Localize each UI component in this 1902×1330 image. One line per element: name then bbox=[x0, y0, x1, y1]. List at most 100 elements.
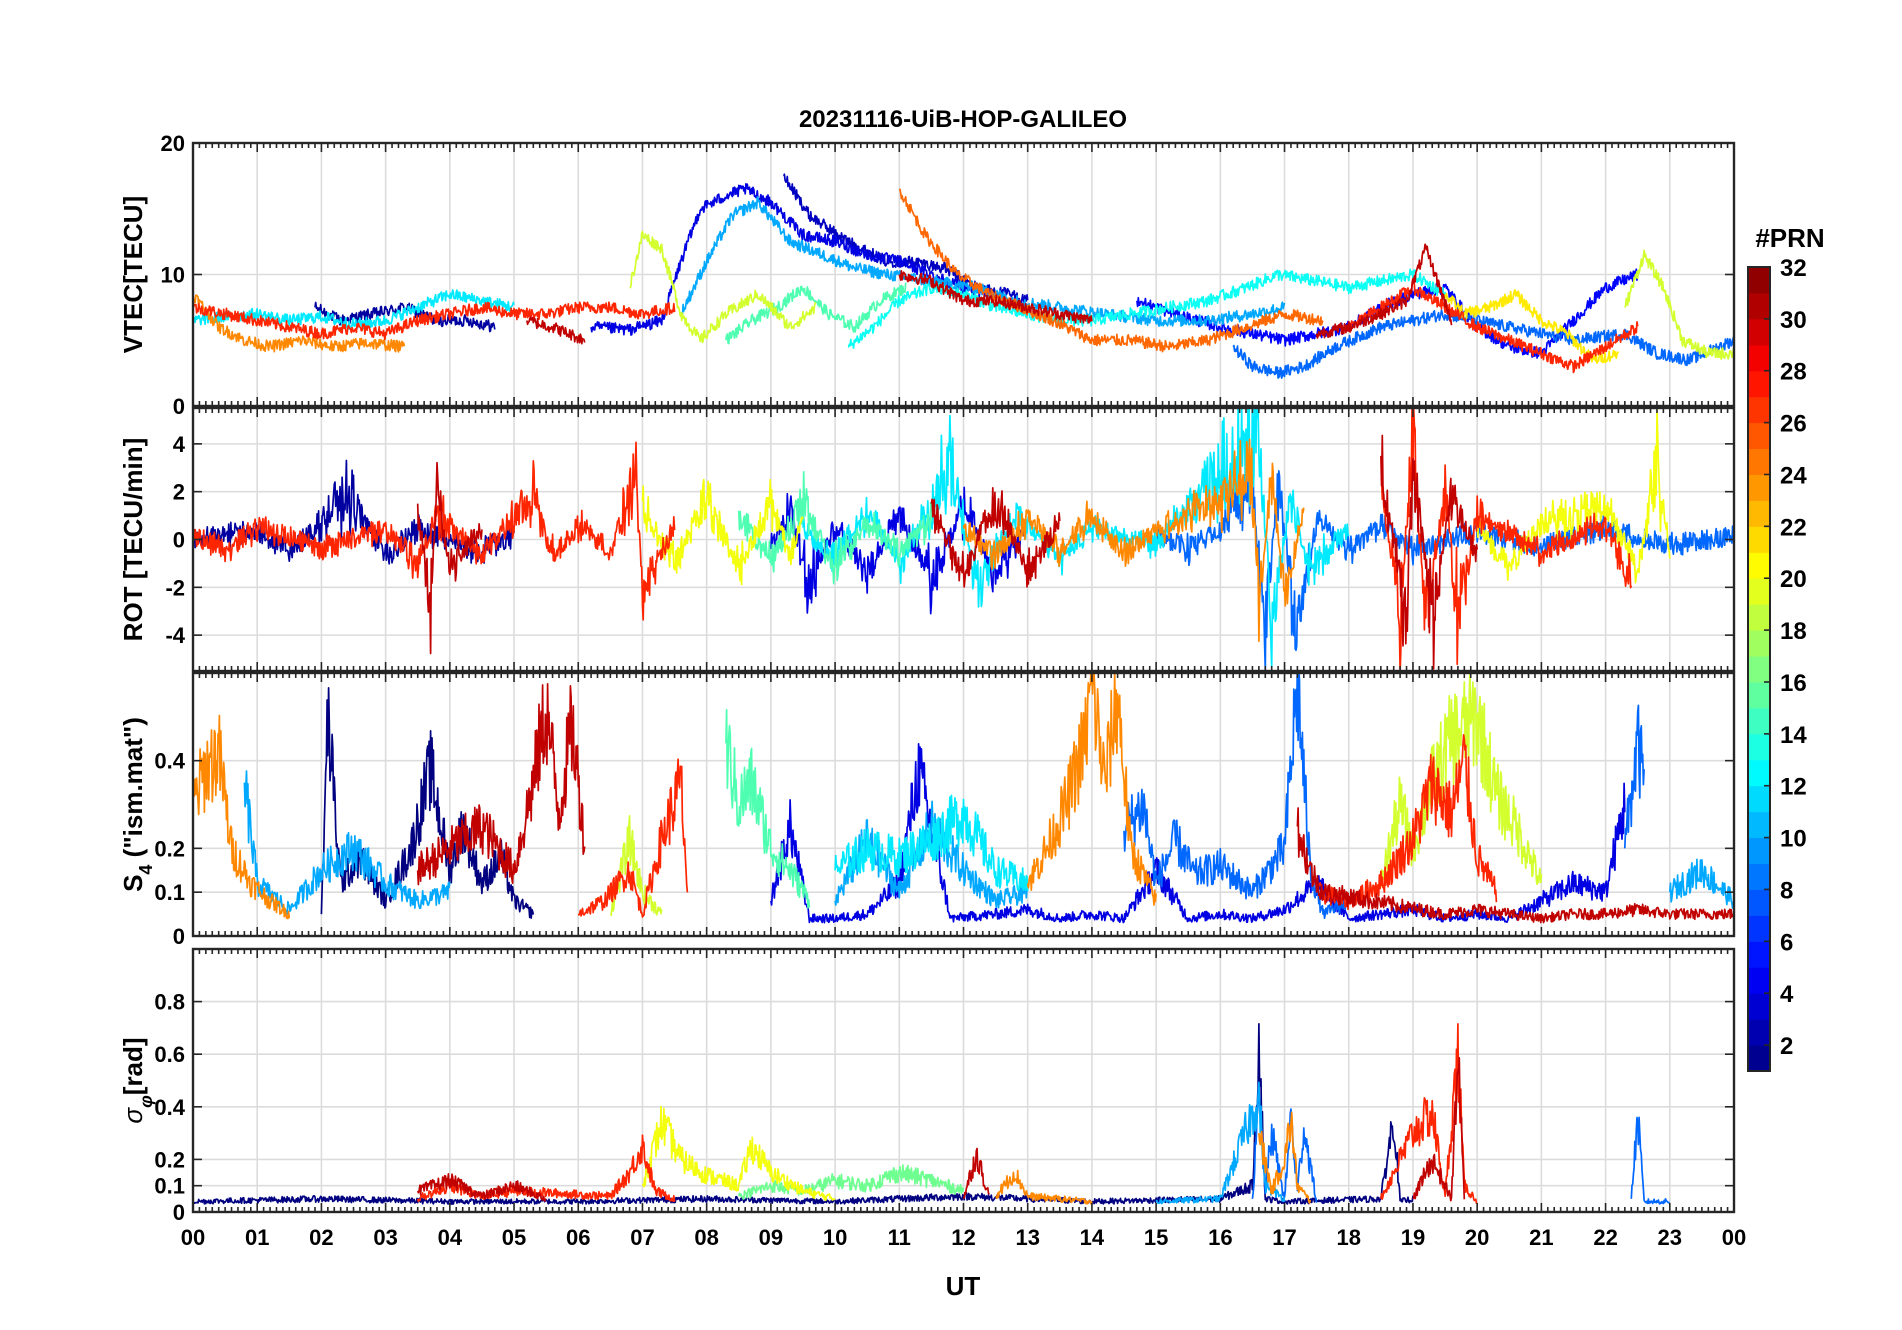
x-tick-label: 22 bbox=[1593, 1225, 1617, 1250]
y-tick-label-sigma_phi: 0.1 bbox=[154, 1174, 185, 1199]
colorbar-tick-label: 2 bbox=[1780, 1033, 1793, 1060]
x-tick-label: 02 bbox=[309, 1225, 333, 1250]
colorbar-segment bbox=[1748, 889, 1770, 916]
x-tick-label: 12 bbox=[951, 1225, 975, 1250]
series-line-rot-prn27 bbox=[193, 408, 1633, 671]
x-axis-label: UT bbox=[946, 1271, 981, 1301]
series-line-sigma_phi-prn24 bbox=[994, 1111, 1312, 1205]
y-tick-label-s4: 0.2 bbox=[154, 836, 185, 861]
colorbar-segment bbox=[1748, 915, 1770, 942]
colorbar-tick-label: 22 bbox=[1780, 514, 1807, 541]
y-tick-label-s4: 0.1 bbox=[154, 880, 185, 905]
colorbar-segment bbox=[1748, 681, 1770, 709]
colorbar-segment bbox=[1748, 863, 1770, 890]
colorbar-segment bbox=[1748, 526, 1770, 553]
colorbar-segment bbox=[1748, 759, 1770, 787]
chart-title: 20231116-UiB-HOP-GALILEO bbox=[799, 106, 1127, 133]
x-tick-label: 20 bbox=[1465, 1225, 1489, 1250]
x-tick-label: 05 bbox=[502, 1225, 526, 1250]
colorbar-tick-label: 24 bbox=[1780, 462, 1807, 489]
x-tick-label: 13 bbox=[1015, 1225, 1039, 1250]
x-tick-label: 18 bbox=[1337, 1225, 1361, 1250]
x-tick-label: 07 bbox=[630, 1225, 654, 1250]
series-line-sigma_phi-prn8 bbox=[1251, 1086, 1671, 1205]
series-line-s4-prn1 bbox=[320, 687, 535, 919]
colorbar-frame bbox=[1747, 266, 1771, 1072]
series-line-s4-prn4 bbox=[770, 742, 1626, 924]
y-axis-label-s4: S4 ("ism.mat") bbox=[118, 717, 156, 892]
colorbar-tick-label: 14 bbox=[1780, 722, 1807, 749]
series-line-vtec-prn27 bbox=[193, 280, 1639, 374]
series-line-rot-prn24 bbox=[962, 438, 1305, 643]
colorbar-segment bbox=[1748, 578, 1770, 605]
series-line-sigma_phi-prn16 bbox=[737, 1164, 965, 1200]
colorbar-segment bbox=[1748, 811, 1770, 839]
colorbar-segment bbox=[1748, 656, 1770, 683]
y-tick-label-sigma_phi: 0.8 bbox=[154, 990, 185, 1015]
y-axis-label-sub: φ bbox=[136, 1095, 156, 1108]
grid-sigma_phi bbox=[192, 949, 1735, 1213]
colorbar-tick-label: 4 bbox=[1780, 981, 1794, 1008]
colorbar-segment bbox=[1748, 344, 1770, 372]
x-tick-label: 19 bbox=[1401, 1225, 1425, 1250]
y-tick-label-sigma_phi: 0.4 bbox=[154, 1095, 185, 1120]
series-line-s4-prn8 bbox=[1123, 673, 1645, 920]
colorbar-tick-label: 6 bbox=[1780, 929, 1793, 956]
colorbar-segment bbox=[1748, 837, 1770, 865]
colorbar-segment bbox=[1748, 630, 1770, 657]
colorbar-tick-label: 32 bbox=[1780, 255, 1807, 282]
series-line-rot-prn20 bbox=[641, 410, 1671, 586]
series-line-s4-prn12 bbox=[834, 794, 1029, 892]
series-line-s4-prn15 bbox=[725, 708, 811, 909]
colorbar-segment bbox=[1748, 500, 1770, 527]
y-tick-label-vtec: 10 bbox=[161, 263, 185, 288]
series-line-rot-prn30 bbox=[416, 434, 1479, 670]
colorbar-segment bbox=[1748, 1045, 1770, 1072]
x-tick-label: 14 bbox=[1080, 1225, 1105, 1250]
x-tick-label: 21 bbox=[1529, 1225, 1553, 1250]
y-axis-label-main: S bbox=[118, 875, 148, 892]
series-line-vtec-prn24 bbox=[193, 294, 406, 353]
series-line-s4-prn30 bbox=[416, 683, 1734, 924]
series-group-rot bbox=[193, 408, 1734, 671]
panel-rot: -4 -2 0 2 4 ROT [TECU/min] bbox=[118, 406, 1736, 673]
colorbar-segment bbox=[1748, 733, 1770, 761]
x-tick-label: 06 bbox=[566, 1225, 590, 1250]
colorbar-tick-label: 20 bbox=[1780, 566, 1807, 593]
y-tick-label-rot: 0 bbox=[173, 528, 185, 553]
x-tick-label: 15 bbox=[1144, 1225, 1168, 1250]
series-line-vtec-prn30 bbox=[526, 243, 1453, 345]
colorbar-segment bbox=[1748, 267, 1770, 294]
x-tick-label: 17 bbox=[1272, 1225, 1296, 1250]
y-tick-label-sigma_phi: 0.6 bbox=[154, 1042, 185, 1067]
panel-vtec: 0 10 20 VTEC[TECU] bbox=[118, 131, 1736, 419]
y-axis-label-rot: ROT [TECU/min] bbox=[118, 438, 148, 642]
x-tick-label: 16 bbox=[1208, 1225, 1232, 1250]
series-group-vtec bbox=[193, 173, 1734, 379]
colorbar-segment bbox=[1748, 785, 1770, 813]
y-axis-label-main: σ bbox=[118, 1107, 148, 1124]
series-line-vtec-prn8 bbox=[1232, 309, 1734, 379]
colorbar-segment bbox=[1748, 941, 1770, 968]
colorbar-segment bbox=[1748, 1019, 1770, 1046]
colorbar-segment bbox=[1748, 292, 1770, 320]
series-line-rot-prn15 bbox=[737, 470, 933, 585]
series-line-sigma_phi-prn27 bbox=[416, 1022, 1478, 1205]
x-tick-label: 09 bbox=[759, 1225, 783, 1250]
series-line-vtec-prn15 bbox=[725, 282, 907, 345]
colorbar-segment bbox=[1748, 707, 1770, 735]
colorbar-segment bbox=[1748, 993, 1770, 1020]
series-line-vtec-prn4 bbox=[590, 182, 997, 336]
y-tick-label-rot: -4 bbox=[165, 623, 185, 648]
colorbar-tick-label: 8 bbox=[1780, 877, 1793, 904]
x-tick-label: 01 bbox=[245, 1225, 269, 1250]
x-tick-label: 00 bbox=[1722, 1225, 1746, 1250]
x-tick-label: 08 bbox=[694, 1225, 718, 1250]
series-line-s4-prn10 bbox=[243, 770, 1734, 916]
series-line-vtec-prn25 bbox=[898, 188, 1324, 353]
x-tick-label: 04 bbox=[438, 1225, 463, 1250]
series-line-sigma_phi-prn20 bbox=[641, 1105, 836, 1202]
ticks-sigma_phi: 00.10.2 0.4 0.6 0.8 bbox=[154, 949, 1735, 1225]
